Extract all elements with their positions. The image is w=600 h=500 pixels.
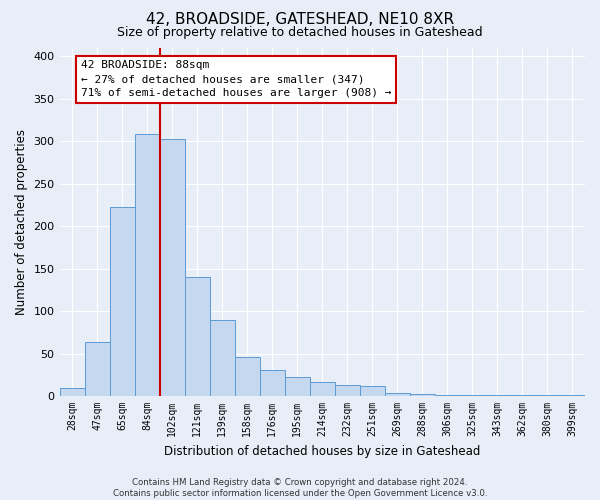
Bar <box>134 134 160 396</box>
Bar <box>360 386 385 396</box>
Bar <box>310 382 335 396</box>
Bar <box>285 376 310 396</box>
Bar <box>460 395 485 396</box>
Bar <box>160 140 185 396</box>
Bar <box>85 342 110 396</box>
Bar <box>235 357 260 396</box>
Bar <box>110 208 134 396</box>
Bar <box>209 320 235 396</box>
Bar <box>59 388 85 396</box>
Bar <box>560 395 585 396</box>
Bar <box>485 395 510 396</box>
X-axis label: Distribution of detached houses by size in Gateshead: Distribution of detached houses by size … <box>164 444 481 458</box>
Text: 42, BROADSIDE, GATESHEAD, NE10 8XR: 42, BROADSIDE, GATESHEAD, NE10 8XR <box>146 12 454 28</box>
Bar <box>185 277 209 396</box>
Bar <box>535 395 560 396</box>
Y-axis label: Number of detached properties: Number of detached properties <box>15 129 28 315</box>
Text: 42 BROADSIDE: 88sqm
← 27% of detached houses are smaller (347)
71% of semi-detac: 42 BROADSIDE: 88sqm ← 27% of detached ho… <box>81 60 391 98</box>
Text: Contains HM Land Registry data © Crown copyright and database right 2024.
Contai: Contains HM Land Registry data © Crown c… <box>113 478 487 498</box>
Bar <box>510 395 535 396</box>
Text: Size of property relative to detached houses in Gateshead: Size of property relative to detached ho… <box>117 26 483 39</box>
Bar <box>335 385 360 396</box>
Bar <box>435 395 460 396</box>
Bar <box>260 370 285 396</box>
Bar <box>410 394 435 396</box>
Bar <box>385 392 410 396</box>
